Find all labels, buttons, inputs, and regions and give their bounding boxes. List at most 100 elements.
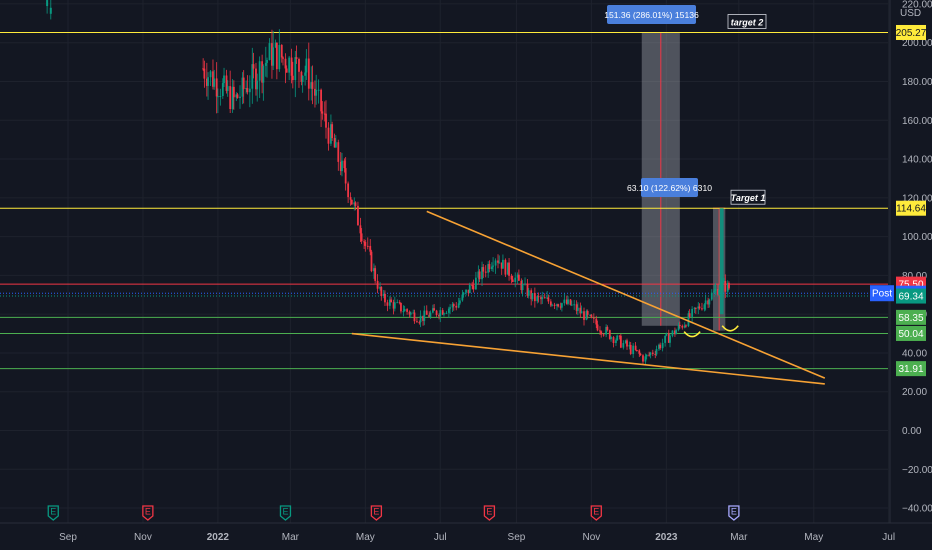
candle-body [537,296,540,298]
candle-body [516,274,519,278]
candle-body [392,302,395,309]
horizontal-levels [0,31,888,370]
candle-body [443,313,445,315]
candle-body [717,288,719,295]
candle-body [541,297,544,300]
candle-body [465,289,467,293]
candle-body [357,205,359,226]
candle-body [468,285,471,294]
candle-body [205,78,208,86]
candle-body [504,259,507,275]
candle-body [494,260,497,266]
candle-body [213,78,216,87]
measure_2-label: 151.36 (286.01%) 15136 [604,10,699,20]
candle-body [252,64,255,69]
measure-tools: 151.36 (286.01%) 15136 63.10 (122.62%) 63… [604,5,726,331]
candle-body [634,345,637,350]
y-tick-label: −20.00 [902,465,932,476]
candle-body [649,352,652,356]
candle-body [487,264,490,273]
candle-body [350,199,353,205]
candle-body [294,57,297,81]
candle-body [688,313,691,317]
candle-body [484,271,487,273]
candle-body [429,312,432,318]
candle-body [248,88,251,93]
candle-body [583,311,585,320]
candle-body [242,77,245,90]
candle-body [701,308,703,310]
level-badge-label: 205.27 [896,28,927,39]
candle-body [207,77,209,86]
post-tag-bg [870,285,894,302]
earnings-letter: E [486,507,492,517]
candle-body [665,333,668,336]
candle-body [284,58,287,69]
candle-body [586,311,589,315]
current-price-label: 69.34 [898,292,923,303]
candle-body [471,285,474,287]
candle-body [235,94,238,98]
earnings-icon [142,505,154,521]
candle-body [343,160,346,169]
candle-body [626,340,628,347]
candle-body [632,345,635,355]
candle-body [431,308,434,313]
candle-body [382,293,385,297]
candle-body [241,77,244,97]
candle-body [714,288,717,291]
candle-body [645,354,648,357]
candle-body [669,335,671,343]
candle-body [455,305,458,308]
earnings-letter: E [282,507,288,517]
candle-body [622,343,625,348]
currency-label: USD [900,8,921,19]
candle-body [526,283,529,296]
candle-body [474,277,477,290]
time-axis[interactable]: Sep Nov 2022 Mar May Jul Sep Nov 2023 Mar May Jul [0,522,932,543]
candle-body [449,307,451,309]
candle-body [664,335,666,343]
candle-body [573,304,576,306]
candle-body [565,299,568,304]
candle-body [246,88,249,93]
candle-body [639,353,642,356]
candle-body [219,95,222,97]
candle-body [315,90,318,96]
candle-body [547,297,550,302]
candle-body [527,290,530,296]
candle-body [295,57,298,59]
candle-body [671,330,674,336]
candle-body [403,309,406,312]
candle-body [551,304,553,306]
y-tick-label: 180.00 [902,77,932,88]
candle-body [482,267,485,272]
earnings-icon [483,505,496,521]
candle-body [651,352,654,354]
level-badge [896,24,926,40]
candle-body [304,72,307,76]
candle-body [570,304,573,306]
candle-body [472,285,475,290]
level-annotation-box [727,14,767,29]
candle-body [685,325,687,327]
candle-body [536,296,539,302]
candle-body [628,344,631,347]
candle-body [262,65,265,83]
y-tick-label: 80.00 [902,271,927,282]
candle-body [396,302,399,304]
candle-body [726,283,729,292]
candle-body [261,61,264,83]
candle-body [330,124,332,144]
price-axis[interactable]: USD 220.00 200.00 180.00 160.00 140.00 120.00… [870,0,932,523]
y-tick-label: 40.00 [902,348,927,359]
candle-body [498,262,501,264]
candle-body [511,279,514,283]
candle-body [585,311,588,320]
earnings-icon [728,505,740,521]
candle-body [438,314,440,317]
candle-body [398,302,401,304]
candle-body [290,57,293,76]
earnings-icon [370,505,383,521]
